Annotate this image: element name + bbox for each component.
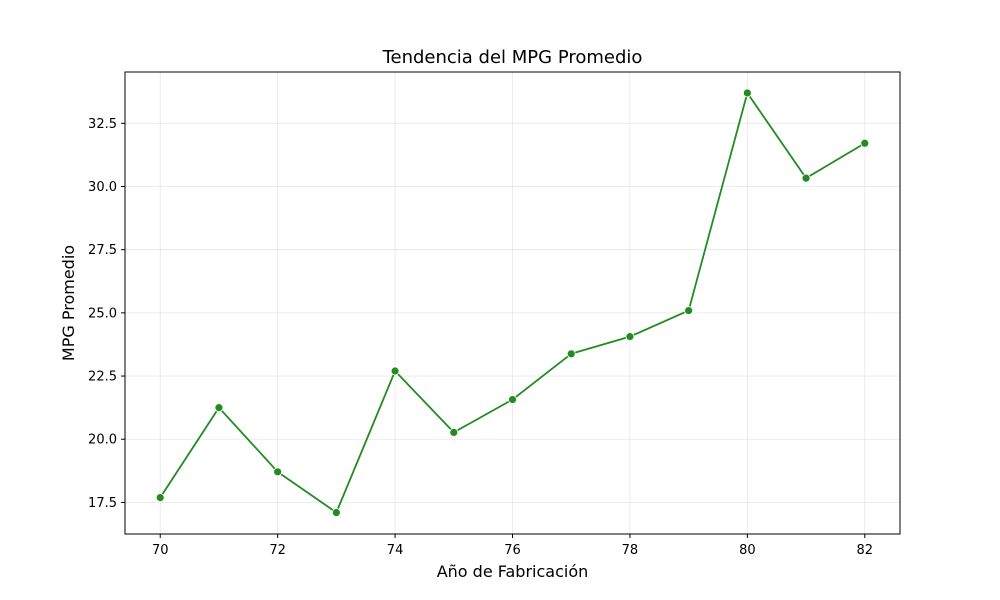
y-tick-label: 17.5 <box>88 496 117 511</box>
data-point <box>801 173 811 183</box>
data-point <box>155 493 165 503</box>
x-tick-label: 82 <box>856 543 873 558</box>
series-layer <box>155 88 870 517</box>
y-tick-label: 22.5 <box>88 370 117 385</box>
y-tick-label: 25.0 <box>88 306 117 321</box>
data-point <box>566 349 576 359</box>
x-tick-label: 70 <box>152 543 169 558</box>
data-point <box>214 403 224 413</box>
data-point <box>742 88 752 98</box>
x-tick-label: 78 <box>622 543 639 558</box>
y-axis-label: MPG Promedio <box>59 245 78 361</box>
chart-title: Tendencia del MPG Promedio <box>382 47 643 68</box>
grid <box>125 72 900 534</box>
y-tick-label: 27.5 <box>88 243 117 258</box>
x-tick-label: 72 <box>269 543 286 558</box>
data-point <box>331 508 341 517</box>
data-point <box>684 306 694 315</box>
y-tick-label: 30.0 <box>88 180 117 195</box>
data-point <box>860 138 870 148</box>
data-point <box>449 428 459 437</box>
axis-ticks: 70 72 74 76 78 80 82 17.5 20.0 22.5 25.0 27.5 30.0 32… <box>88 117 873 558</box>
y-tick-label: 20.0 <box>88 433 117 448</box>
x-tick-label: 80 <box>739 543 756 558</box>
x-axis-label: Año de Fabricación <box>437 562 589 581</box>
data-point <box>625 332 635 342</box>
x-tick-label: 74 <box>387 543 404 558</box>
data-point <box>273 467 283 477</box>
data-point <box>390 366 400 376</box>
y-tick-label: 32.5 <box>88 117 117 132</box>
data-point <box>508 395 517 404</box>
x-tick-label: 76 <box>504 543 521 558</box>
